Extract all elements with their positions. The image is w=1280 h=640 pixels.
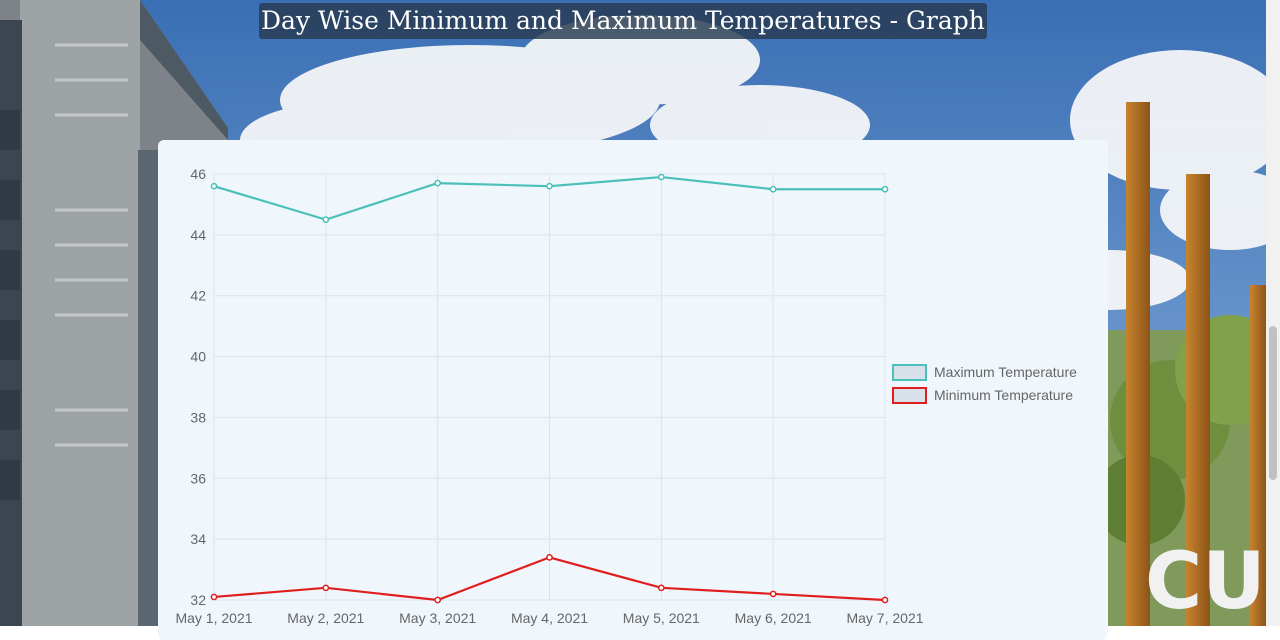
y-tick-label: 34: [190, 531, 206, 547]
y-tick-label: 44: [190, 227, 206, 243]
y-tick-label: 42: [190, 288, 206, 304]
legend-label: Maximum Temperature: [934, 364, 1077, 380]
scrollbar-thumb[interactable]: [1269, 326, 1277, 480]
y-tick-label: 32: [190, 592, 206, 608]
legend-swatch: [892, 387, 927, 404]
data-point: [210, 182, 218, 190]
legend-label: Minimum Temperature: [934, 387, 1073, 403]
legend-swatch: [892, 364, 927, 381]
y-tick-label: 38: [190, 409, 206, 425]
x-tick-label: May 3, 2021: [399, 610, 476, 626]
x-tick-label: May 1, 2021: [175, 610, 252, 626]
data-point: [434, 596, 442, 604]
page-title: Day Wise Minimum and Maximum Temperature…: [259, 3, 987, 39]
data-point: [546, 554, 553, 561]
data-point: [769, 185, 777, 193]
svg-text:CU: CU: [1145, 537, 1266, 626]
chart-card: 32 34 36 38 40 42 44 46 May 1, 2021 May 2, 2021 Ma…: [158, 140, 1108, 640]
data-point: [657, 173, 665, 181]
x-tick-label: May 4, 2021: [511, 610, 588, 626]
data-point: [546, 182, 553, 190]
data-point: [657, 584, 665, 592]
x-tick-label: May 7, 2021: [846, 610, 923, 626]
y-tick-label: 36: [190, 470, 206, 486]
y-tick-label: 46: [190, 166, 206, 182]
y-tick-label: 40: [190, 349, 206, 365]
x-tick-label: May 5, 2021: [623, 610, 700, 626]
page-scrollbar[interactable]: [1266, 0, 1280, 626]
data-point: [881, 596, 889, 604]
data-point: [322, 216, 330, 223]
data-point: [769, 590, 777, 598]
data-point: [434, 179, 442, 187]
data-point: [881, 185, 889, 193]
temperature-line-chart: 32 34 36 38 40 42 44 46 May 1, 2021 May 2, 2021 Ma…: [175, 166, 1077, 626]
data-point: [322, 584, 330, 592]
x-tick-label: May 2, 2021: [287, 610, 364, 626]
x-tick-label: May 6, 2021: [735, 610, 812, 626]
data-point: [210, 593, 218, 601]
